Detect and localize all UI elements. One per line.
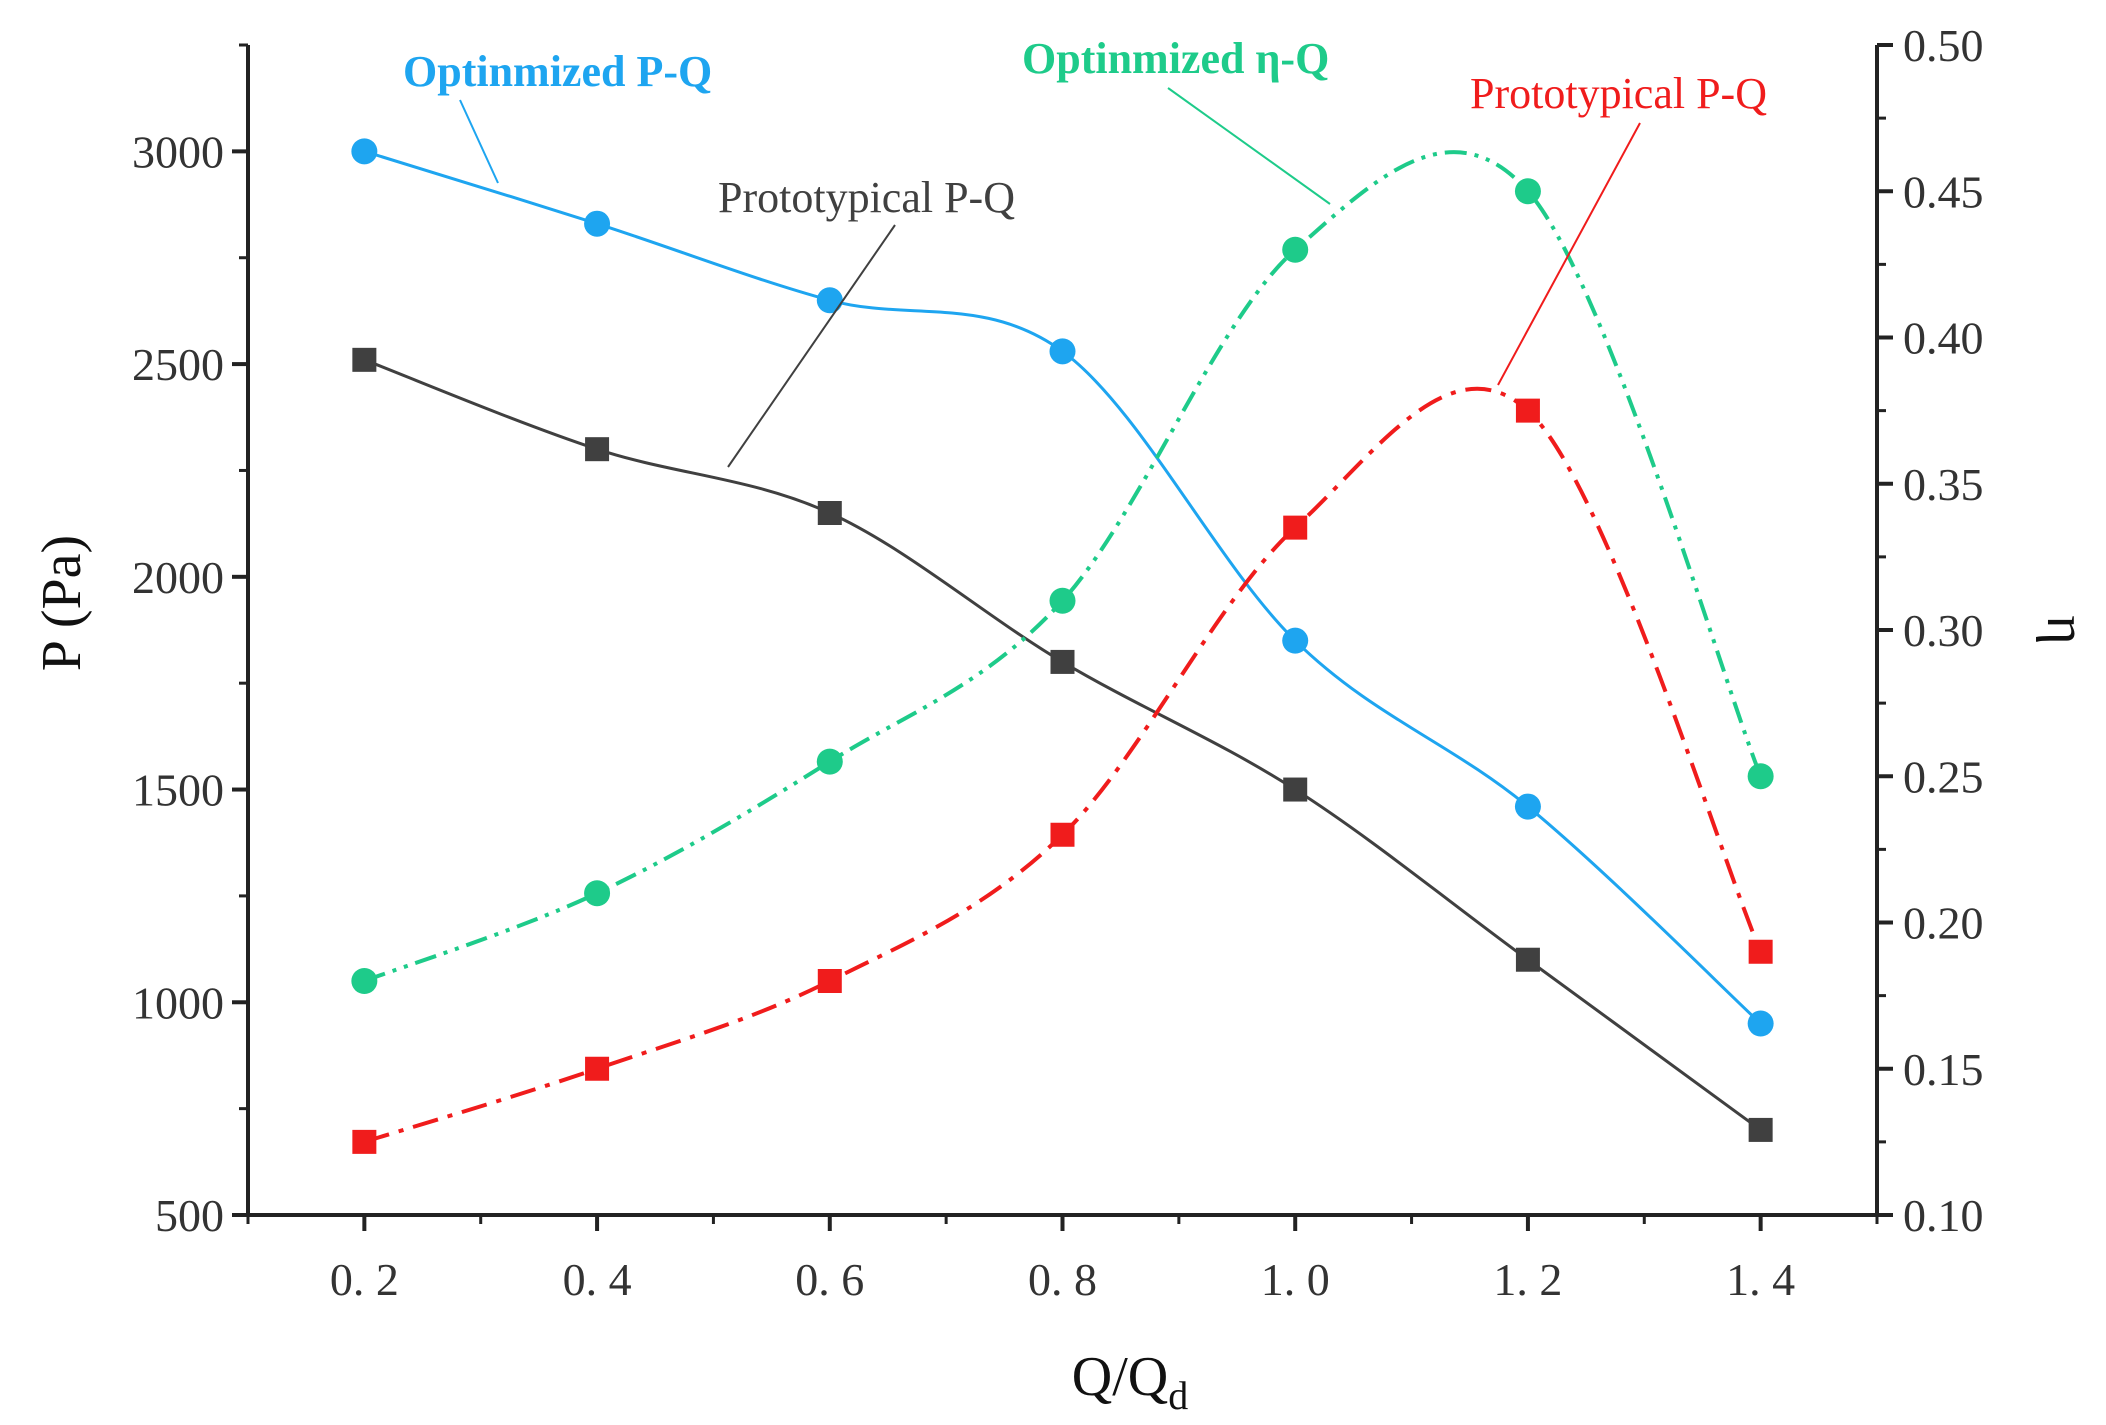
series-4-point [352, 1129, 377, 1154]
series-2-line [363, 358, 1762, 1132]
series-4-point [1283, 515, 1308, 540]
x-tick-label: 0. 6 [795, 1254, 864, 1305]
series-3-point [1282, 236, 1309, 263]
x-axis-title-subscript: d [1168, 1373, 1188, 1418]
annotation-leader-line [459, 99, 499, 184]
y-left-axis-title: P (Pa) [31, 535, 93, 671]
y-right-tick-label: 0.30 [1903, 605, 1984, 656]
y-left-tick-label: 500 [155, 1190, 224, 1241]
x-tick-label: 1. 2 [1493, 1254, 1562, 1305]
y-right-tick-label: 0.20 [1903, 898, 1984, 949]
annotation-leader-line [727, 224, 896, 468]
series-4-point [817, 969, 842, 993]
annotation-label: Prototypical P-Q [718, 173, 1015, 222]
series-2-point [817, 501, 842, 525]
series-4-point [585, 1056, 610, 1081]
series-4-point [1515, 398, 1540, 423]
x-axis-title-main: Q/Q [1072, 1346, 1168, 1408]
series-2-point [352, 347, 377, 372]
series-1-point [1049, 338, 1076, 365]
annotation-label: Optinmized P-Q [403, 47, 712, 96]
annotation-leader-line [1167, 87, 1331, 205]
axes: 500 1000 1500 2000 2500 3000 0.10 0.15 0.20 0.25 0… [132, 20, 1984, 1305]
y-right-tick-label: 0.50 [1903, 20, 1984, 71]
y-right-tick-label: 0.10 [1903, 1190, 1984, 1241]
series-3-point [816, 748, 843, 775]
x-tick-label: 1. 4 [1726, 1254, 1795, 1305]
y-right-tick-label: 0.45 [1903, 166, 1984, 217]
series-3-point [351, 968, 378, 994]
series-1-point [1514, 793, 1541, 820]
y-right-axis-title: η [2035, 615, 2097, 644]
series-4-point [1748, 939, 1773, 964]
series-1 [351, 138, 1774, 1037]
y-left-tick-label: 2000 [132, 552, 224, 603]
series-1-point [351, 138, 378, 165]
series-3-point [1049, 587, 1076, 614]
series-2-point [1283, 777, 1308, 802]
x-tick-label: 0. 4 [563, 1254, 632, 1305]
series-3-point [1747, 763, 1774, 790]
series-4-point [1050, 822, 1075, 847]
annotation-label: Prototypical P-Q [1470, 69, 1767, 118]
x-tick-label: 0. 8 [1028, 1254, 1097, 1305]
y-right-tick-label: 0.15 [1903, 1044, 1984, 1095]
annotation-layer: Optinmized P-Q Prototypical P-Q Optinmized… [403, 34, 1767, 468]
series-1-point [584, 210, 611, 237]
series-3-line [363, 150, 1763, 983]
series-3-point [584, 880, 611, 907]
series-2-point [1748, 1117, 1773, 1142]
series-3 [351, 150, 1774, 994]
series-2 [352, 347, 1773, 1142]
x-tick-label: 0. 2 [330, 1254, 399, 1305]
y-left-tick-label: 3000 [132, 126, 224, 177]
y-left-tick-label: 1500 [132, 765, 224, 816]
series-2-point [585, 437, 610, 462]
series-1-line [363, 149, 1762, 1025]
y-right-tick-label: 0.40 [1903, 313, 1984, 364]
x-axis-title: Q/Qd [1072, 1346, 1188, 1418]
series-2-point [1050, 649, 1075, 674]
x-tick-label: 1. 0 [1261, 1254, 1330, 1305]
y-left-tick-label: 1000 [132, 977, 224, 1028]
annotation-leader-line [1497, 122, 1641, 386]
series-1-point [1282, 627, 1309, 654]
series-4-line [363, 386, 1763, 1144]
y-right-tick-label: 0.25 [1903, 751, 1984, 802]
y-right-tick-label: 0.35 [1903, 459, 1984, 510]
series-4 [352, 386, 1773, 1154]
series-layer [351, 138, 1774, 1154]
series-1-point [1747, 1010, 1774, 1037]
series-2-point [1515, 947, 1540, 972]
y-left-tick-label: 2500 [132, 339, 224, 390]
series-1-point [816, 287, 843, 314]
series-3-point [1514, 178, 1541, 205]
annotation-label: Optinmized η-Q [1022, 34, 1329, 83]
